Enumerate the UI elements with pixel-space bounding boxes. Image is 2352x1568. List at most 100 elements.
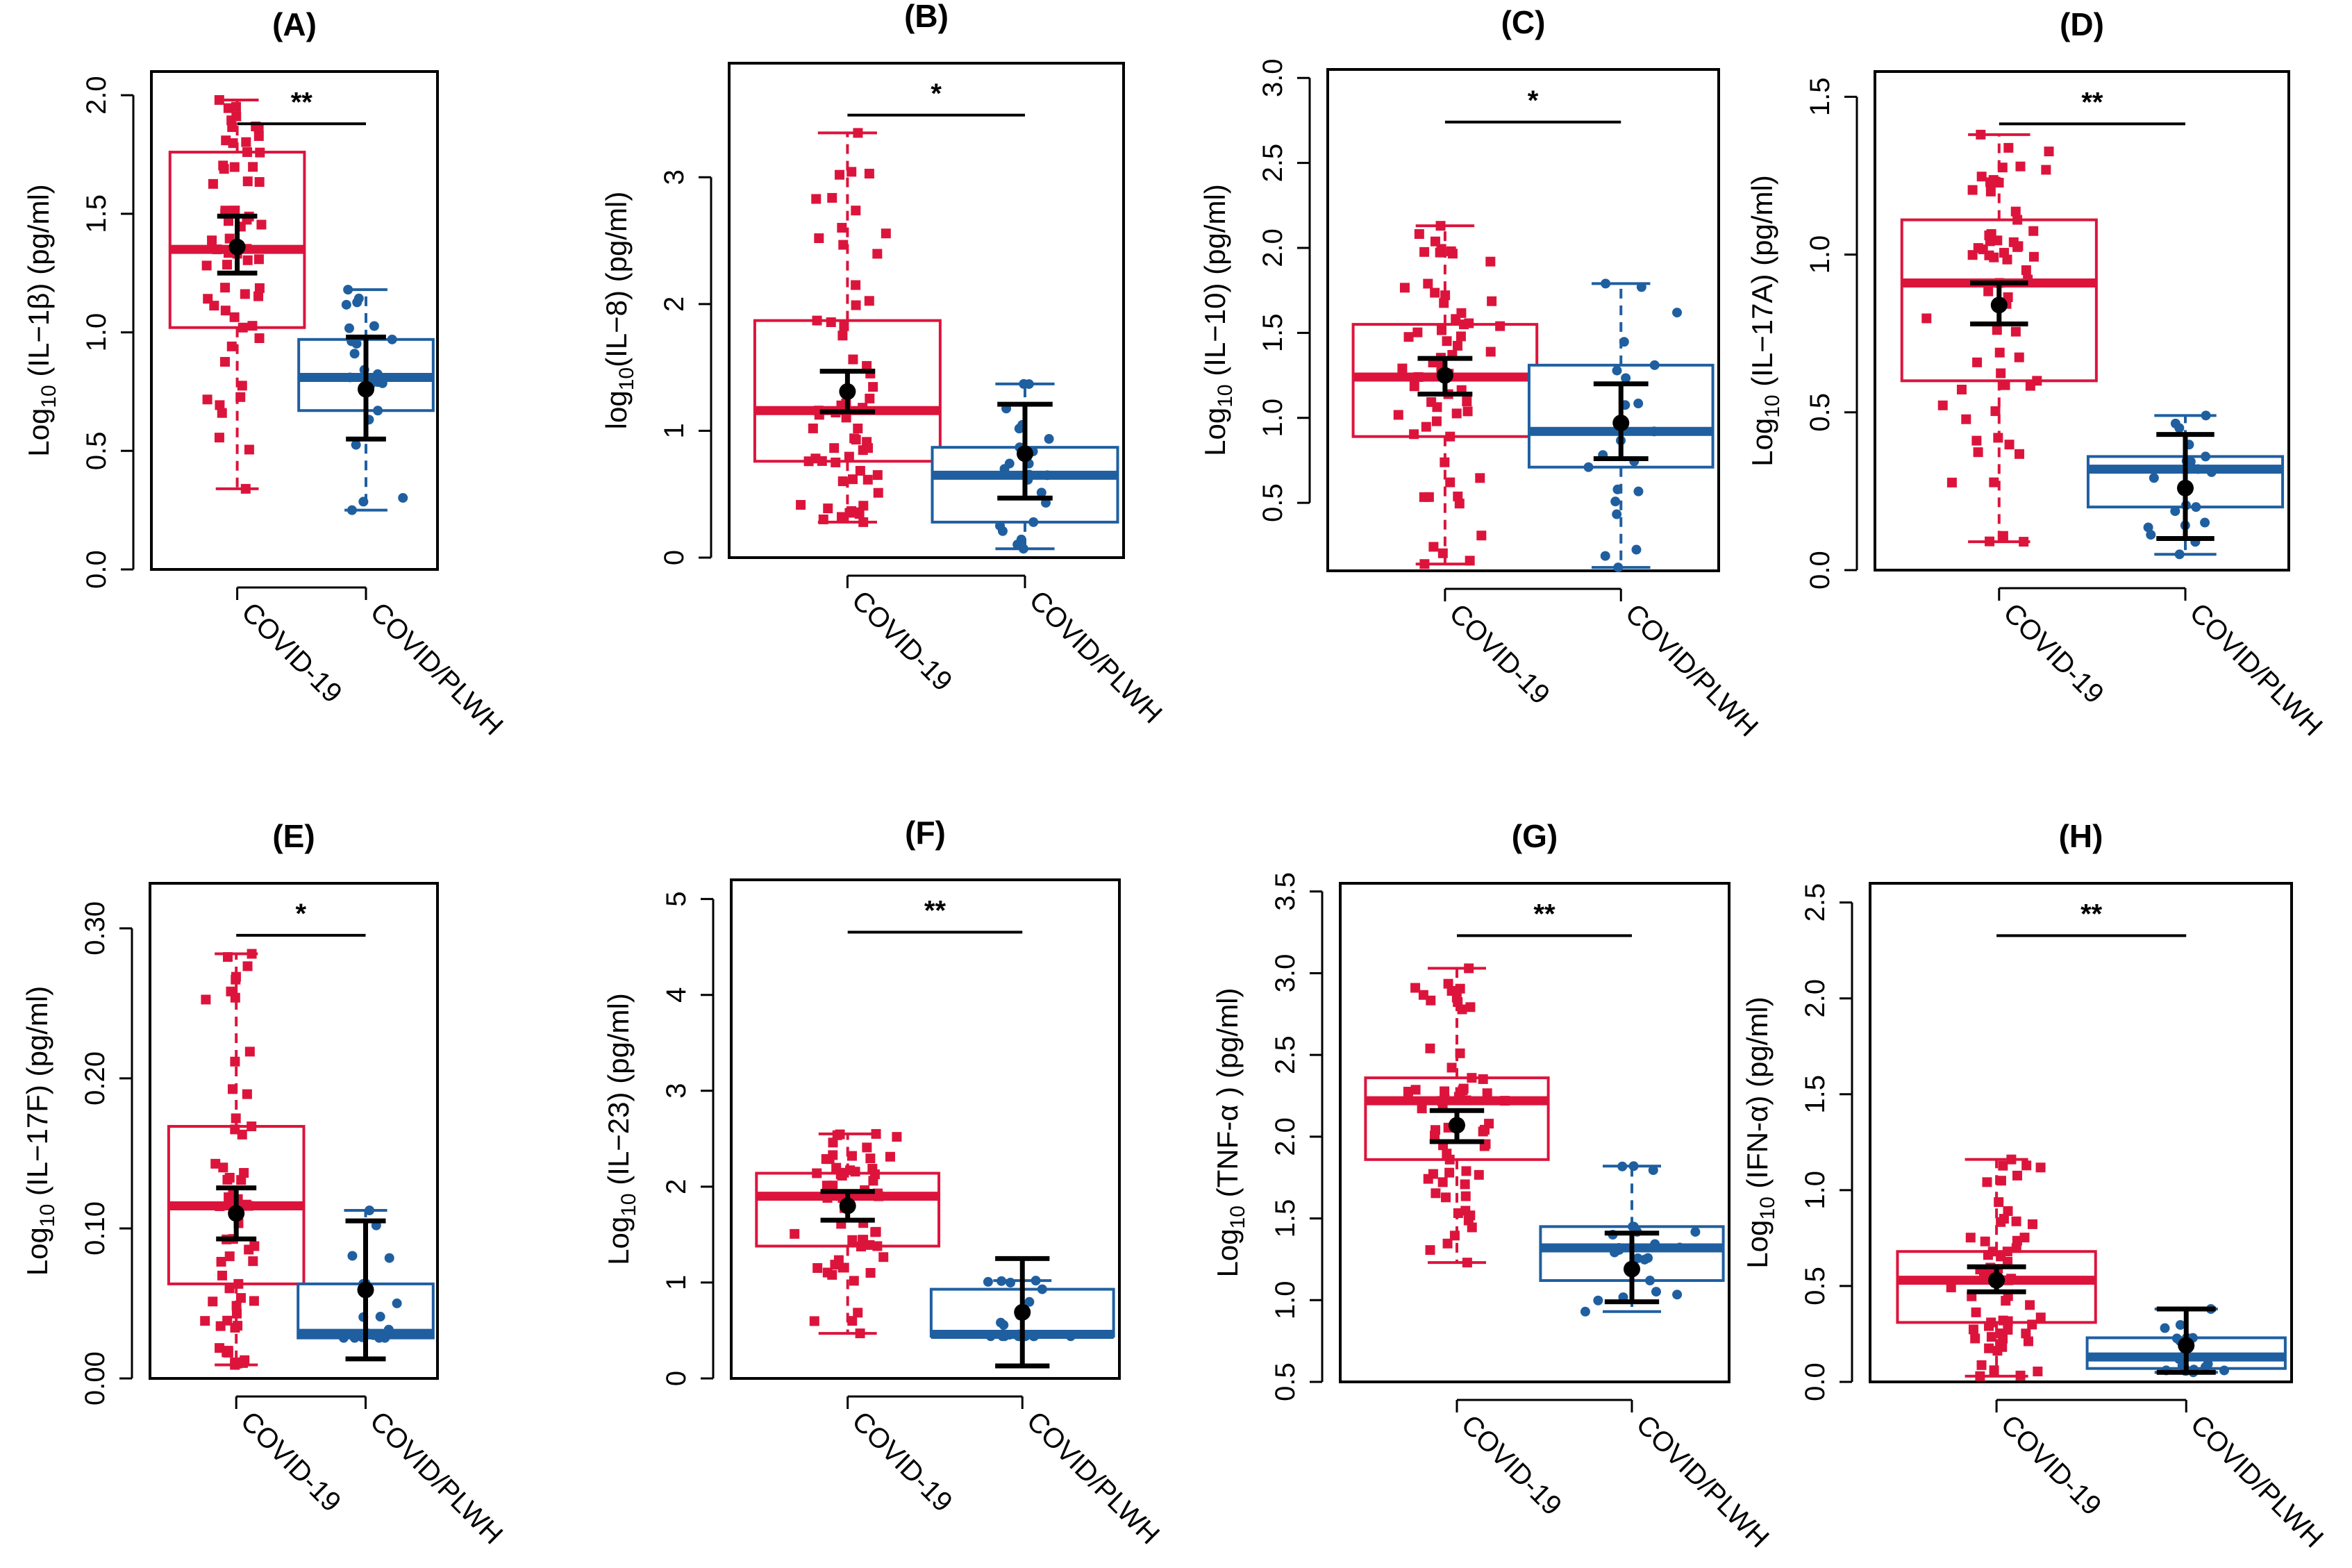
y-axis-label: Log10 (IL−10) (pg/ml) bbox=[1199, 184, 1237, 456]
y-axis-label-prefix: Log bbox=[22, 408, 55, 457]
data-point bbox=[1975, 1371, 1985, 1381]
x-tick-label: COVID-19 bbox=[1444, 598, 1556, 710]
data-point bbox=[1462, 1258, 1472, 1268]
data-point bbox=[220, 306, 231, 316]
data-point bbox=[1446, 1062, 1457, 1073]
data-point bbox=[1410, 1085, 1421, 1095]
data-point bbox=[2003, 1206, 2013, 1217]
data-point bbox=[2003, 142, 2014, 153]
data-point bbox=[230, 1357, 240, 1367]
data-point bbox=[2023, 1336, 2033, 1346]
panel-b: (B) 0 1 2 3 log10(IL−8) (pg/ml) COVID-19 COVID/… bbox=[600, 0, 1168, 729]
data-point bbox=[1431, 416, 1442, 426]
data-point bbox=[2015, 1370, 2026, 1381]
data-point bbox=[249, 1296, 259, 1306]
data-point bbox=[2000, 380, 2010, 390]
data-point bbox=[2019, 1233, 2030, 1243]
mean-point bbox=[1436, 367, 1453, 384]
data-point bbox=[237, 381, 247, 391]
data-point bbox=[1973, 243, 1983, 253]
y-axis-label-text: (IFN-α) (pg/ml) bbox=[1741, 996, 1774, 1196]
data-point bbox=[224, 1251, 235, 1262]
y-tick-label: 1.5 bbox=[1805, 78, 1835, 117]
data-point bbox=[848, 474, 858, 485]
data-point bbox=[2012, 215, 2023, 225]
data-point bbox=[1464, 963, 1474, 974]
data-point bbox=[1465, 556, 1475, 566]
panel-h: (H) 0.0 0.5 1.0 1.5 2.0 2.5 Log10 (IFN-α) (pg/m… bbox=[1741, 818, 2329, 1553]
data-point bbox=[1982, 1177, 1992, 1187]
data-point bbox=[2191, 502, 2201, 512]
data-point bbox=[1462, 397, 1472, 407]
data-point bbox=[1999, 247, 2010, 258]
data-point bbox=[983, 1276, 993, 1287]
data-point bbox=[1464, 318, 1474, 328]
data-point bbox=[2019, 537, 2029, 547]
data-point bbox=[398, 492, 408, 503]
data-point bbox=[827, 192, 837, 203]
data-point bbox=[837, 331, 848, 341]
data-point bbox=[867, 1164, 878, 1174]
data-point bbox=[1465, 1002, 1476, 1012]
panel-d: (D) 0.0 0.5 1.0 1.5 Log10 (IL−17A) (pg/ml) COV… bbox=[1746, 6, 2328, 742]
y-tick-label: 4 bbox=[661, 987, 692, 1003]
data-point bbox=[1455, 983, 1465, 994]
data-point bbox=[2012, 242, 2023, 252]
data-point bbox=[996, 1317, 1006, 1328]
data-point bbox=[1037, 1284, 1047, 1294]
y-axis-label-prefix: Log bbox=[1199, 408, 1231, 456]
panel-c: (C) 0.5 1.0 1.5 2.0 2.5 3.0 Log10 (IL−10) (pg/m… bbox=[1199, 4, 1764, 742]
data-point bbox=[1990, 406, 2001, 417]
data-point bbox=[230, 992, 240, 1003]
y-axis-label-prefix: Log bbox=[21, 1227, 53, 1276]
data-point bbox=[862, 474, 873, 485]
y-tick-label: 0.20 bbox=[80, 1051, 110, 1106]
data-point bbox=[1487, 296, 1497, 306]
data-point bbox=[2035, 1312, 2046, 1323]
data-point bbox=[2170, 506, 2180, 517]
data-point bbox=[1430, 287, 1440, 298]
significance-label: ** bbox=[2081, 87, 2103, 117]
data-point bbox=[1425, 1043, 1435, 1053]
y-tick-label: 1.0 bbox=[1258, 399, 1288, 437]
data-point bbox=[2028, 251, 2039, 262]
data-point bbox=[1436, 325, 1446, 335]
data-point bbox=[223, 103, 233, 113]
data-point bbox=[2010, 326, 2021, 337]
data-point bbox=[1617, 1161, 1628, 1171]
data-point bbox=[1447, 249, 1458, 259]
data-point bbox=[1636, 282, 1646, 292]
data-point bbox=[1454, 499, 1465, 509]
data-point bbox=[253, 254, 264, 265]
data-point bbox=[1989, 477, 1999, 487]
data-point bbox=[1996, 368, 2006, 378]
data-point bbox=[1613, 562, 1624, 573]
data-point bbox=[1439, 298, 1449, 308]
data-point bbox=[392, 1298, 402, 1308]
data-point bbox=[2200, 517, 2210, 528]
mean-point bbox=[1990, 297, 2008, 314]
y-axis-label-prefix: Log bbox=[602, 1217, 635, 1265]
data-point bbox=[1435, 247, 1445, 258]
y-axis-label-subscript: 10 bbox=[617, 1193, 640, 1216]
data-point bbox=[844, 451, 854, 462]
data-point bbox=[232, 1308, 242, 1319]
data-point bbox=[847, 1316, 858, 1326]
y-tick-label: 1.5 bbox=[1800, 1075, 1830, 1114]
data-point bbox=[343, 285, 353, 295]
data-point bbox=[227, 1084, 237, 1094]
mean-point bbox=[839, 1197, 856, 1215]
data-point bbox=[1997, 162, 2008, 173]
data-point bbox=[872, 249, 883, 259]
data-point bbox=[822, 1267, 833, 1278]
data-point bbox=[237, 322, 248, 333]
data-point bbox=[1996, 1176, 2006, 1186]
data-point bbox=[854, 508, 865, 519]
x-tick-label: COVID/PLWH bbox=[1021, 1406, 1165, 1550]
x-tick-label: COVID-19 bbox=[235, 1406, 347, 1518]
data-point bbox=[1984, 1321, 1994, 1331]
data-point bbox=[2160, 1323, 2170, 1333]
data-point bbox=[1444, 1167, 1455, 1178]
data-point bbox=[247, 321, 258, 331]
y-tick-label: 0 bbox=[661, 1371, 692, 1386]
